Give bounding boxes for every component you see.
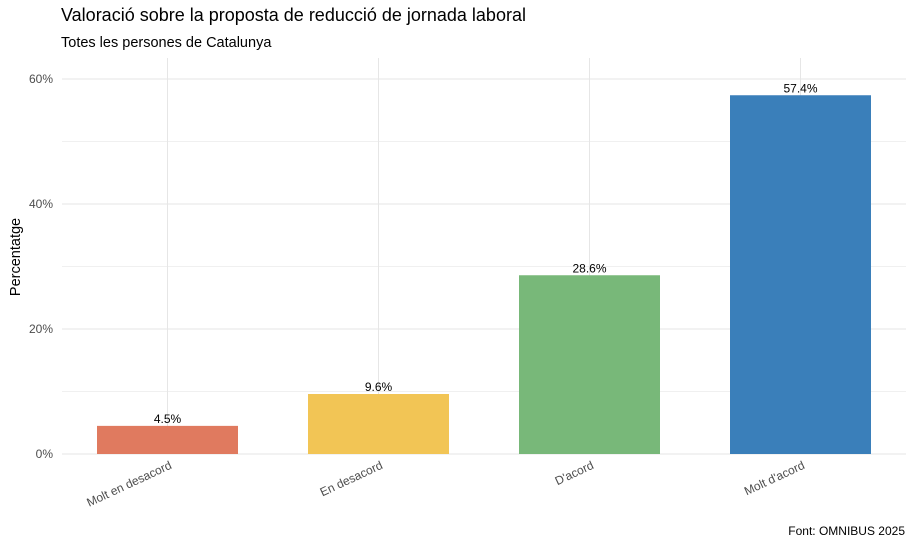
x-axis-ticks: Molt en desacord En desacord D'acord Molt d… bbox=[84, 458, 806, 510]
x-tick-label: D'acord bbox=[553, 458, 596, 488]
x-tick-label: En desacord bbox=[318, 458, 385, 499]
y-tick-label: 40% bbox=[29, 197, 53, 211]
bars bbox=[97, 95, 871, 454]
x-tick-label: Molt d'acord bbox=[742, 458, 807, 498]
source-caption: Font: OMNIBUS 2025 bbox=[788, 524, 905, 538]
chart-title: Valoració sobre la proposta de reducció … bbox=[61, 5, 526, 25]
data-label: 28.6% bbox=[572, 261, 606, 275]
data-label: 4.5% bbox=[154, 412, 182, 426]
data-labels: 4.5% 9.6% 28.6% 57.4% bbox=[154, 81, 818, 426]
y-tick-label: 20% bbox=[29, 322, 53, 336]
bar bbox=[308, 394, 449, 454]
data-label: 57.4% bbox=[783, 81, 817, 95]
data-label: 9.6% bbox=[365, 380, 393, 394]
chart-subtitle: Totes les persones de Catalunya bbox=[61, 35, 272, 51]
y-tick-label: 60% bbox=[29, 72, 53, 86]
bar bbox=[97, 425, 238, 454]
y-tick-label: 0% bbox=[36, 447, 54, 461]
bar bbox=[519, 275, 660, 454]
x-tick-label: Molt en desacord bbox=[84, 458, 173, 510]
bar bbox=[730, 95, 871, 454]
y-axis-ticks: 0% 20% 40% 60% bbox=[29, 72, 53, 461]
y-axis-label: Percentatge bbox=[8, 218, 24, 296]
